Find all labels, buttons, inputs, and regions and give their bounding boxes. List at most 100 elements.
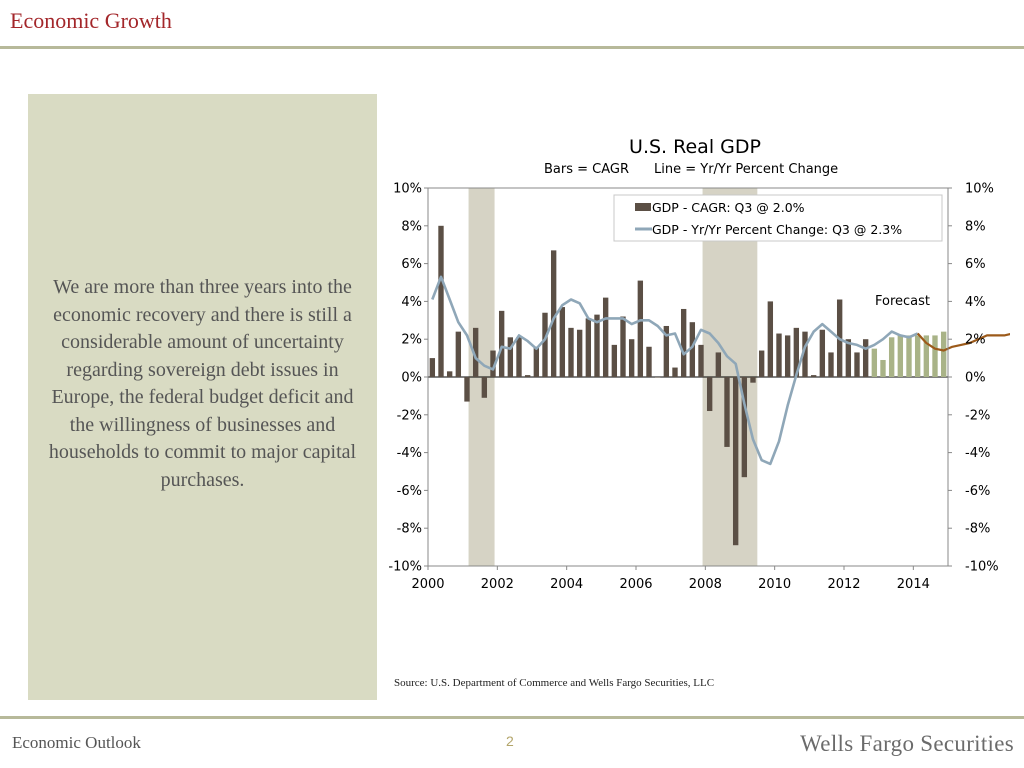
x-tick-label: 2002 xyxy=(481,577,514,592)
cagr-bar xyxy=(533,346,540,377)
cagr-bar xyxy=(490,350,496,377)
cagr-bar xyxy=(620,316,626,377)
y-tick-label-left: -10% xyxy=(388,560,422,575)
cagr-bar xyxy=(784,335,791,377)
cagr-bar xyxy=(550,250,557,377)
cagr-bar xyxy=(472,327,479,377)
x-tick-label: 2014 xyxy=(897,577,930,592)
y-tick-label-right: 8% xyxy=(965,219,986,234)
cagr-bar xyxy=(637,280,644,377)
page-number: 2 xyxy=(506,733,514,749)
cagr-bar xyxy=(854,352,860,377)
brand-logo-text: Wells Fargo Securities xyxy=(800,731,1014,756)
chart-title: U.S. Real GDP xyxy=(629,136,761,158)
cagr-bar xyxy=(585,318,592,377)
cagr-bar xyxy=(845,339,852,377)
cagr-bar xyxy=(750,377,756,383)
x-axis: 2000 2002 2004 2006 2008 2010 2012 2014 xyxy=(411,566,930,592)
y-tick-label-right: -4% xyxy=(965,446,990,461)
cagr-bar xyxy=(654,377,661,378)
y-tick-label-left: 0% xyxy=(401,371,422,386)
cagr-bar xyxy=(793,327,800,377)
chart-subtitle-line: Line = Yr/Yr Percent Change xyxy=(654,162,838,177)
cagr-bar xyxy=(646,346,652,377)
y-tick-label-left: -4% xyxy=(397,446,422,461)
cagr-bar xyxy=(698,344,704,377)
cagr-bar xyxy=(559,307,566,377)
y-tick-label-right: -10% xyxy=(965,560,999,575)
x-tick-label: 2012 xyxy=(827,577,860,592)
cagr-bar xyxy=(828,352,834,377)
cagr-bar xyxy=(663,325,670,377)
cagr-bar xyxy=(446,371,453,377)
y-tick-label-left: 6% xyxy=(401,257,422,272)
y-tick-label-left: 4% xyxy=(401,295,422,310)
forecast-bar xyxy=(888,337,895,377)
y-tick-label-right: 10% xyxy=(965,182,994,197)
cagr-bar xyxy=(602,297,609,377)
cagr-bar xyxy=(724,377,730,447)
x-tick-label: 2008 xyxy=(689,577,722,592)
forecast-bar xyxy=(880,359,886,377)
forecast-bar xyxy=(914,335,921,377)
forecast-bar xyxy=(871,348,878,377)
cagr-bar xyxy=(576,329,583,377)
y-tick-label-right: -8% xyxy=(965,522,990,537)
footer-title: Economic Outlook xyxy=(12,733,141,752)
cagr-bar xyxy=(819,329,826,377)
forecast-bar xyxy=(923,335,930,377)
y-tick-label-left: -6% xyxy=(397,484,422,499)
cagr-bar xyxy=(715,352,722,377)
cagr-bar xyxy=(438,225,444,377)
x-tick-label: 2004 xyxy=(550,577,583,592)
cagr-bar xyxy=(706,377,713,412)
y-tick-label-right: -2% xyxy=(965,408,990,423)
y-tick-label-right: 4% xyxy=(965,295,986,310)
y-tick-label-right: 2% xyxy=(965,333,986,348)
legend-bar-swatch xyxy=(635,203,651,211)
legend: GDP - CAGR: Q3 @ 2.0% GDP - Yr/Yr Percen… xyxy=(613,194,943,242)
cagr-bar xyxy=(611,344,618,377)
forecast-bar xyxy=(897,335,904,377)
y-tick-label-right: -6% xyxy=(965,484,990,499)
cagr-bar xyxy=(455,331,462,377)
chart-subtitle-bars: Bars = CAGR xyxy=(544,162,629,177)
legend-line-label: GDP - Yr/Yr Percent Change: Q3 @ 2.3% xyxy=(652,222,902,237)
cagr-bar xyxy=(524,375,531,377)
x-tick-label: 2006 xyxy=(619,577,652,592)
yoy-line-actual xyxy=(431,275,919,466)
cagr-bar xyxy=(802,331,808,377)
cagr-bar xyxy=(862,339,869,377)
cagr-bar xyxy=(516,337,522,377)
x-tick-label: 2010 xyxy=(758,577,791,592)
y-tick-label-right: 6% xyxy=(965,257,986,272)
commentary-text: We are more than three years into the ec… xyxy=(48,276,357,491)
y-tick-label-left: -8% xyxy=(397,522,422,537)
cagr-bar xyxy=(429,358,436,377)
cagr-bar xyxy=(767,301,774,377)
cagr-bar xyxy=(594,314,600,377)
y-tick-label-left: 8% xyxy=(401,219,422,234)
cagr-bars xyxy=(429,225,947,546)
cagr-bar xyxy=(568,327,574,377)
y-tick-label-left: -2% xyxy=(397,408,422,423)
legend-bar-label: GDP - CAGR: Q3 @ 2.0% xyxy=(652,200,805,215)
gdp-chart: U.S. Real GDP Bars = CAGR Line = Yr/Yr P… xyxy=(388,136,1010,592)
forecast-bar xyxy=(906,335,912,377)
legend-box xyxy=(613,194,943,242)
forecast-bar xyxy=(940,331,947,377)
cagr-bar xyxy=(758,350,765,377)
commentary-panel: We are more than three years into the ec… xyxy=(28,94,377,700)
cagr-bar xyxy=(741,377,748,478)
forecast-bar xyxy=(932,335,938,377)
cagr-bar xyxy=(732,377,739,546)
cagr-bar xyxy=(481,377,488,398)
footer-divider xyxy=(0,716,1024,719)
cagr-bar xyxy=(810,375,817,377)
source-note: Source: U.S. Department of Commerce and … xyxy=(394,677,715,689)
yoy-lines xyxy=(431,275,1010,466)
cagr-bar xyxy=(542,312,548,377)
y-axis-right: 10% 8% 6% 4% 2% 0% -2% -4% -6% -8% -10% xyxy=(948,182,999,575)
y-tick-label-left: 10% xyxy=(393,182,422,197)
y-tick-label-right: 0% xyxy=(965,371,986,386)
